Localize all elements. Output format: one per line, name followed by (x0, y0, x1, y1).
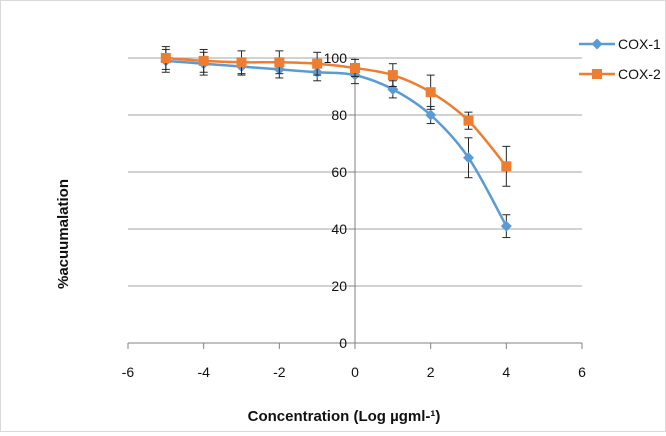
x-tick-label: -4 (197, 364, 210, 380)
data-point-cox-2 (198, 55, 209, 66)
data-point-cox-2 (501, 161, 512, 172)
legend: COX-1 COX-2 (579, 36, 661, 82)
data-point-cox-2 (463, 115, 474, 126)
data-point-cox-1 (463, 152, 474, 164)
series-cox-2 (160, 46, 512, 187)
data-point-cox-2 (160, 53, 171, 63)
data-point-cox-2 (425, 87, 436, 98)
x-tick-label: 2 (427, 364, 435, 380)
data-point-cox-1 (425, 109, 437, 121)
y-tick-label: 60 (331, 164, 347, 180)
data-point-cox-1 (500, 220, 512, 232)
y-tick-label: 80 (331, 107, 347, 123)
legend-label-cox-2: COX-2 (618, 66, 661, 82)
x-tick-label: -6 (122, 364, 135, 380)
y-axis-title: %acuumalation (55, 179, 72, 289)
data-point-cox-2 (274, 57, 285, 68)
data-point-cox-2 (350, 62, 360, 73)
series-line-cox-1 (165, 59, 508, 227)
legend-marker-cox-1 (591, 38, 603, 50)
x-tick-label: 4 (502, 364, 510, 380)
axes (127, 57, 583, 349)
y-tick-label: 40 (331, 221, 347, 237)
legend-marker-cox-2 (592, 69, 602, 79)
series (160, 46, 512, 239)
data-point-cox-2 (312, 58, 323, 69)
y-tick-label: 100 (324, 50, 348, 66)
y-tick-label: 0 (339, 335, 347, 351)
data-point-cox-2 (236, 57, 247, 68)
y-tick-label: 20 (331, 278, 347, 294)
series-line-cox-2 (165, 56, 508, 168)
data-point-cox-2 (387, 70, 398, 81)
x-axis-title: Concentration (Log µgml-¹) (248, 408, 441, 425)
x-tick-label: -2 (273, 364, 286, 380)
legend-label-cox-1: COX-1 (618, 36, 661, 52)
x-tick-label: 0 (351, 364, 359, 380)
x-tick-label: 6 (578, 364, 586, 380)
series-cox-1 (160, 48, 512, 239)
